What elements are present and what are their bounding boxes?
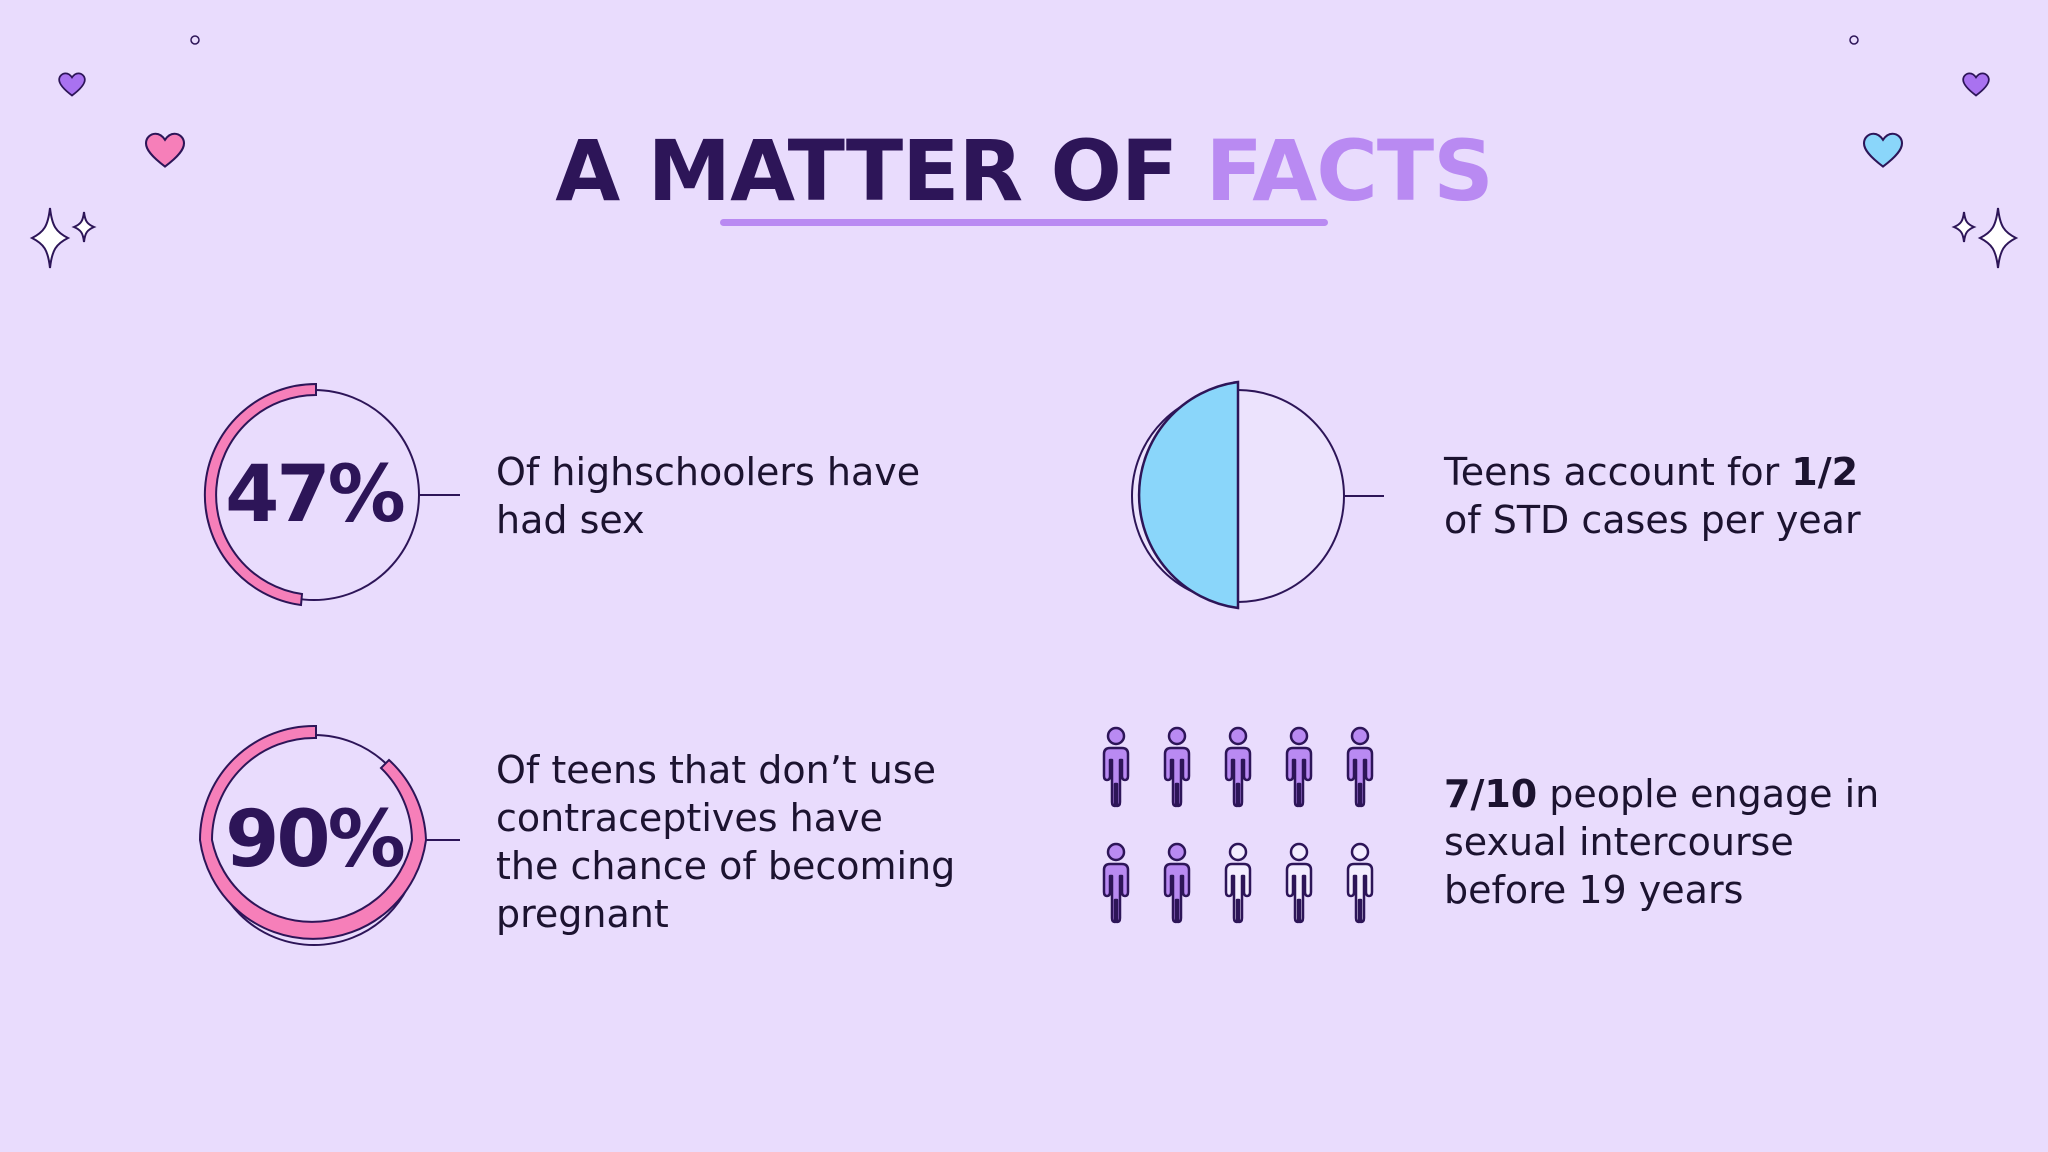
fact-people-text: 7/10 people engage in sexual intercourse… (1444, 772, 1880, 912)
title-part2: FACTS (1205, 122, 1494, 220)
fact-47-ring (203, 382, 460, 607)
page-title: A MATTER OF FACTS (0, 122, 2048, 220)
circle-dot-icon (1849, 35, 1859, 45)
half-pie-chart (1131, 380, 1384, 610)
person-icon-filled (1102, 726, 1130, 808)
person-icon-filled (1285, 726, 1313, 808)
sparkle-icon (1951, 207, 2019, 269)
fact-47-value: 47% (225, 450, 406, 540)
fact-47-progress-arc (203, 382, 317, 607)
heart-icon (144, 132, 186, 168)
person-icon-outline (1346, 842, 1374, 924)
title-underline (720, 219, 1328, 226)
circle-dot-icon (190, 35, 200, 45)
heart-icon (1862, 132, 1904, 168)
fact-90-text: Of teens that don’t use contraceptives h… (496, 748, 956, 936)
person-icon-filled (1163, 726, 1191, 808)
heart-icon (58, 72, 86, 97)
people-grid (1102, 726, 1374, 924)
person-icon-filled (1224, 726, 1252, 808)
person-icon-outline (1224, 842, 1252, 924)
fact-std-text: Teens account for 1/2 of STD cases per y… (1444, 450, 1861, 542)
person-icon-filled (1346, 726, 1374, 808)
fact-90-progress-arc (198, 724, 428, 940)
heart-icon (1962, 72, 1990, 97)
person-icon-filled (1102, 842, 1130, 924)
person-icon-filled (1163, 842, 1191, 924)
fact-90-value: 90% (225, 795, 406, 885)
half-pie-filled (1137, 380, 1240, 610)
fact-47-text: Of highschoolers have had sex (496, 450, 921, 542)
sparkle-icon (29, 207, 97, 269)
title-part1: A MATTER OF (555, 122, 1206, 220)
person-icon-outline (1285, 842, 1313, 924)
fact-90-ring (198, 724, 460, 946)
